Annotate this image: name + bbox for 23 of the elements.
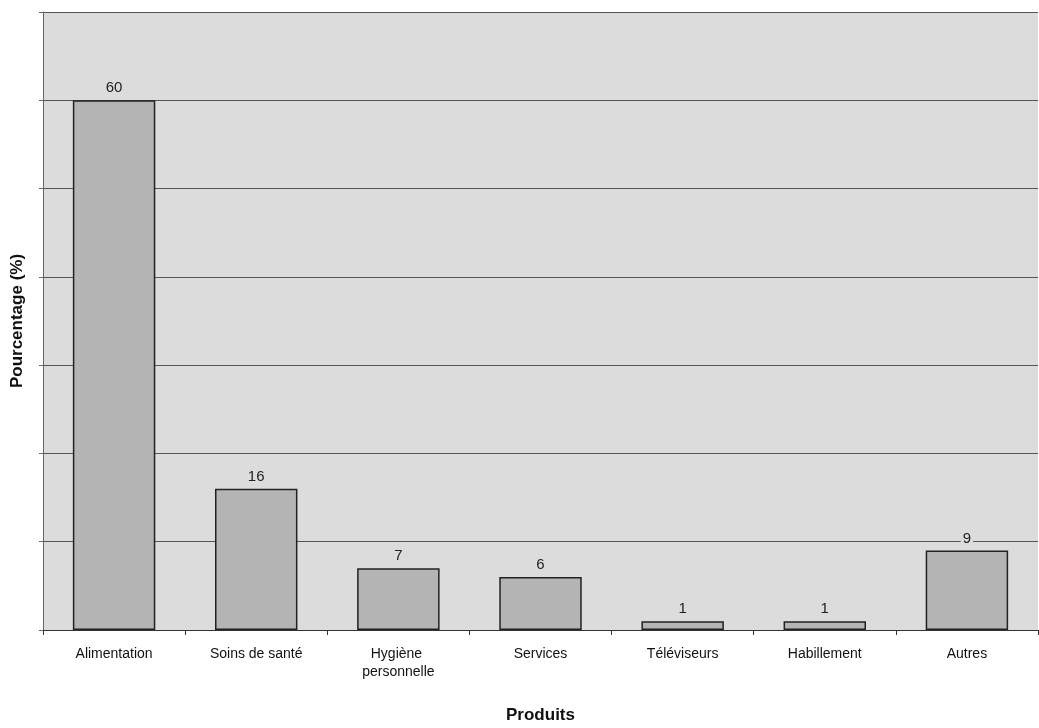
x-tick-label: Téléviseurs [646, 645, 719, 661]
x-tick-label: Soins de santé [209, 645, 303, 661]
data-label: 60 [105, 78, 123, 96]
bar [925, 550, 1009, 630]
bar [357, 568, 440, 630]
data-label: 1 [820, 599, 829, 617]
data-label: 16 [247, 466, 265, 484]
x-tick-label: Alimentation [75, 645, 153, 661]
data-label: 6 [536, 555, 545, 573]
x-axis-title: Produits [506, 705, 575, 724]
data-label: 7 [394, 546, 403, 564]
data-label: 9 [962, 528, 972, 546]
bar [72, 100, 156, 630]
data-label: 1 [678, 599, 687, 617]
x-tick-label: Services [513, 645, 568, 661]
x-tick-label: Habillement [787, 645, 862, 661]
bar [641, 621, 724, 630]
bar [214, 488, 298, 630]
y-axis-title: Pourcentage (%) [7, 253, 26, 389]
bar [499, 577, 582, 630]
bar [783, 621, 867, 630]
x-tick-label: Autres [946, 645, 988, 661]
x-tick-label: Hygiène personnelle [362, 645, 435, 679]
